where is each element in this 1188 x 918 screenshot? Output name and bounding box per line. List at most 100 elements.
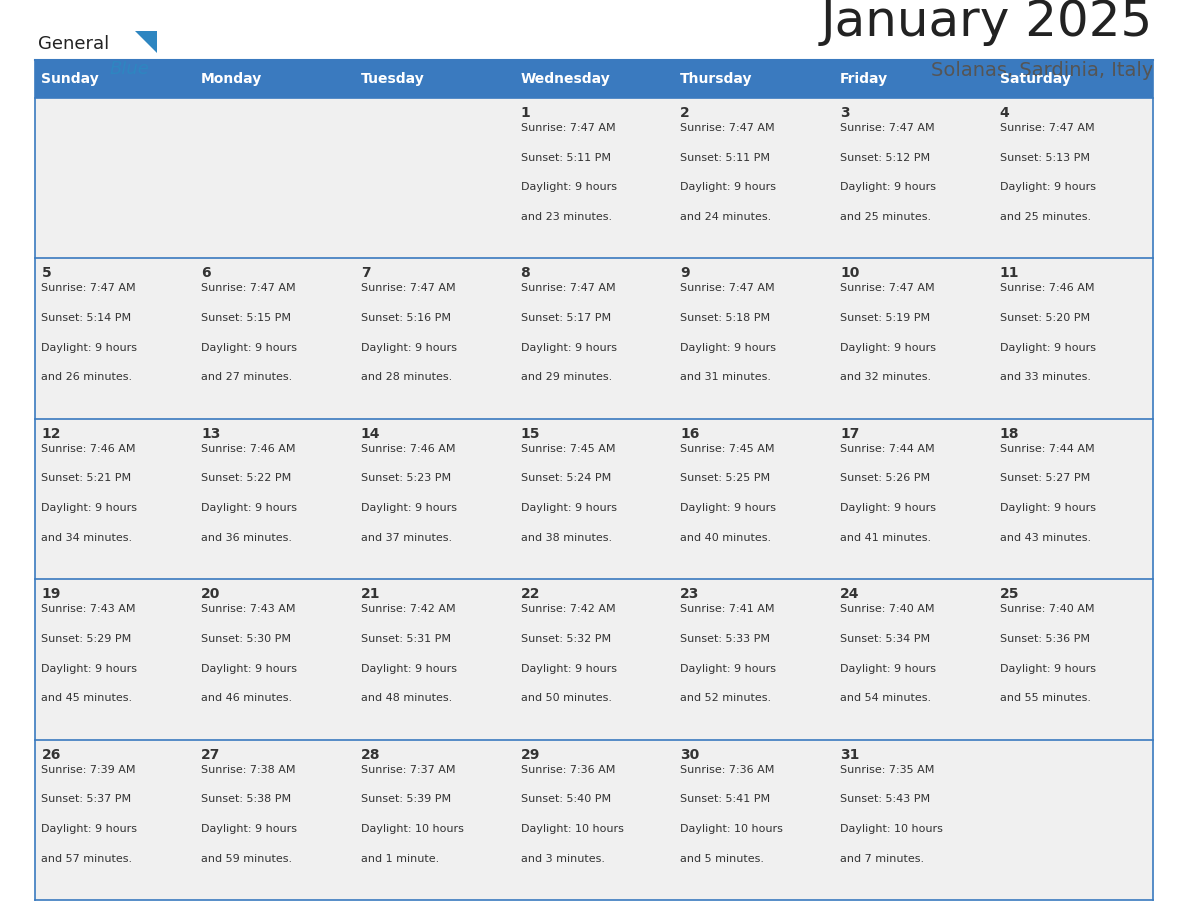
Text: Sunset: 5:11 PM: Sunset: 5:11 PM <box>681 152 770 162</box>
Text: Sunset: 5:33 PM: Sunset: 5:33 PM <box>681 633 770 644</box>
Text: Sunrise: 7:47 AM: Sunrise: 7:47 AM <box>520 123 615 133</box>
Text: Sunset: 5:38 PM: Sunset: 5:38 PM <box>201 794 291 804</box>
Text: 15: 15 <box>520 427 541 441</box>
Bar <box>354 740 514 900</box>
Bar <box>674 579 834 740</box>
Text: Sunset: 5:31 PM: Sunset: 5:31 PM <box>361 633 450 644</box>
Text: and 7 minutes.: and 7 minutes. <box>840 854 924 864</box>
Text: Daylight: 10 hours: Daylight: 10 hours <box>840 824 943 834</box>
Text: 1: 1 <box>520 106 530 120</box>
Bar <box>34 60 195 98</box>
Text: 8: 8 <box>520 266 530 280</box>
Text: Sunset: 5:22 PM: Sunset: 5:22 PM <box>201 474 291 484</box>
Text: Sunset: 5:20 PM: Sunset: 5:20 PM <box>999 313 1089 323</box>
Text: Sunrise: 7:43 AM: Sunrise: 7:43 AM <box>42 604 135 614</box>
Text: Sunrise: 7:44 AM: Sunrise: 7:44 AM <box>999 443 1094 453</box>
Text: 29: 29 <box>520 747 539 762</box>
Text: Sunrise: 7:42 AM: Sunrise: 7:42 AM <box>520 604 615 614</box>
Text: Daylight: 9 hours: Daylight: 9 hours <box>520 503 617 513</box>
Text: 17: 17 <box>840 427 859 441</box>
Bar <box>195 419 354 579</box>
Text: 23: 23 <box>681 588 700 601</box>
Text: and 5 minutes.: and 5 minutes. <box>681 854 764 864</box>
Bar <box>514 98 674 258</box>
Text: Daylight: 9 hours: Daylight: 9 hours <box>999 664 1095 674</box>
Text: Sunrise: 7:41 AM: Sunrise: 7:41 AM <box>681 604 775 614</box>
Text: Sunset: 5:25 PM: Sunset: 5:25 PM <box>681 474 770 484</box>
Text: and 32 minutes.: and 32 minutes. <box>840 373 931 383</box>
Text: Sunset: 5:12 PM: Sunset: 5:12 PM <box>840 152 930 162</box>
Text: Tuesday: Tuesday <box>361 72 424 86</box>
Text: Sunset: 5:30 PM: Sunset: 5:30 PM <box>201 633 291 644</box>
Text: and 27 minutes.: and 27 minutes. <box>201 373 292 383</box>
Text: Monday: Monday <box>201 72 263 86</box>
Bar <box>993 419 1154 579</box>
Text: Daylight: 9 hours: Daylight: 9 hours <box>840 503 936 513</box>
Text: 11: 11 <box>999 266 1019 280</box>
Text: 13: 13 <box>201 427 221 441</box>
Text: 18: 18 <box>999 427 1019 441</box>
Text: 20: 20 <box>201 588 221 601</box>
Text: Sunset: 5:34 PM: Sunset: 5:34 PM <box>840 633 930 644</box>
Text: Sunset: 5:36 PM: Sunset: 5:36 PM <box>999 633 1089 644</box>
Text: 26: 26 <box>42 747 61 762</box>
Text: and 43 minutes.: and 43 minutes. <box>999 532 1091 543</box>
Text: and 45 minutes.: and 45 minutes. <box>42 693 133 703</box>
Text: 31: 31 <box>840 747 859 762</box>
Bar <box>993 60 1154 98</box>
Text: Daylight: 9 hours: Daylight: 9 hours <box>201 824 297 834</box>
Text: Daylight: 9 hours: Daylight: 9 hours <box>999 503 1095 513</box>
Text: and 28 minutes.: and 28 minutes. <box>361 373 453 383</box>
Text: Sunset: 5:13 PM: Sunset: 5:13 PM <box>999 152 1089 162</box>
Bar <box>993 98 1154 258</box>
Text: Sunrise: 7:47 AM: Sunrise: 7:47 AM <box>999 123 1094 133</box>
Text: Sunrise: 7:46 AM: Sunrise: 7:46 AM <box>361 443 455 453</box>
Text: Sunrise: 7:46 AM: Sunrise: 7:46 AM <box>999 284 1094 294</box>
Text: Daylight: 9 hours: Daylight: 9 hours <box>201 342 297 353</box>
Text: 4: 4 <box>999 106 1010 120</box>
Text: 2: 2 <box>681 106 690 120</box>
Text: Daylight: 9 hours: Daylight: 9 hours <box>999 342 1095 353</box>
Text: and 48 minutes.: and 48 minutes. <box>361 693 453 703</box>
Bar <box>514 419 674 579</box>
Text: Sunrise: 7:42 AM: Sunrise: 7:42 AM <box>361 604 455 614</box>
Bar <box>834 579 993 740</box>
Bar <box>34 579 195 740</box>
Text: Daylight: 9 hours: Daylight: 9 hours <box>42 664 138 674</box>
Text: 24: 24 <box>840 588 859 601</box>
Text: Sunset: 5:23 PM: Sunset: 5:23 PM <box>361 474 451 484</box>
Text: Sunrise: 7:40 AM: Sunrise: 7:40 AM <box>999 604 1094 614</box>
Text: Sunset: 5:32 PM: Sunset: 5:32 PM <box>520 633 611 644</box>
Text: and 57 minutes.: and 57 minutes. <box>42 854 133 864</box>
Bar <box>674 258 834 419</box>
Text: and 59 minutes.: and 59 minutes. <box>201 854 292 864</box>
Text: Sunrise: 7:47 AM: Sunrise: 7:47 AM <box>361 284 455 294</box>
Text: and 1 minute.: and 1 minute. <box>361 854 440 864</box>
Text: Sunset: 5:15 PM: Sunset: 5:15 PM <box>201 313 291 323</box>
Text: and 34 minutes.: and 34 minutes. <box>42 532 133 543</box>
Text: Sunrise: 7:36 AM: Sunrise: 7:36 AM <box>520 765 615 775</box>
Text: Sunset: 5:18 PM: Sunset: 5:18 PM <box>681 313 770 323</box>
Text: Daylight: 9 hours: Daylight: 9 hours <box>840 664 936 674</box>
Text: and 26 minutes.: and 26 minutes. <box>42 373 133 383</box>
Text: Sunrise: 7:45 AM: Sunrise: 7:45 AM <box>520 443 615 453</box>
Bar <box>195 98 354 258</box>
Text: Sunrise: 7:38 AM: Sunrise: 7:38 AM <box>201 765 296 775</box>
Text: 3: 3 <box>840 106 849 120</box>
Text: Sunset: 5:37 PM: Sunset: 5:37 PM <box>42 794 132 804</box>
Text: Sunrise: 7:37 AM: Sunrise: 7:37 AM <box>361 765 455 775</box>
Text: Daylight: 9 hours: Daylight: 9 hours <box>520 664 617 674</box>
Bar <box>674 60 834 98</box>
Text: Sunset: 5:16 PM: Sunset: 5:16 PM <box>361 313 450 323</box>
Text: and 37 minutes.: and 37 minutes. <box>361 532 451 543</box>
Bar <box>834 740 993 900</box>
Bar <box>834 419 993 579</box>
Text: and 25 minutes.: and 25 minutes. <box>840 212 931 222</box>
Bar <box>993 740 1154 900</box>
Text: Sunset: 5:19 PM: Sunset: 5:19 PM <box>840 313 930 323</box>
Bar <box>354 258 514 419</box>
Text: Daylight: 10 hours: Daylight: 10 hours <box>681 824 783 834</box>
Bar <box>514 258 674 419</box>
Bar <box>674 419 834 579</box>
Text: Wednesday: Wednesday <box>520 72 611 86</box>
